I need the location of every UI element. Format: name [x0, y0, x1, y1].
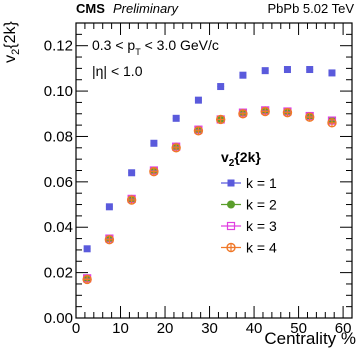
data-point-series-1: [239, 71, 247, 79]
x-tick-label: 20: [157, 320, 174, 337]
data-point-series-4: [260, 106, 270, 117]
marker-shape: [128, 169, 136, 177]
marker-shape: [172, 114, 180, 122]
marker-shape: [226, 221, 236, 231]
data-point-series-1: [128, 169, 136, 177]
data-point-series-4: [171, 143, 181, 153]
data-point-series-1: [194, 96, 202, 104]
x-tick-label: 30: [201, 320, 218, 337]
data-point-series-1: [150, 139, 158, 147]
legend-marker: [227, 179, 235, 187]
legend-entries: k = 1 k = 2 k = 3 k = 4: [221, 175, 277, 256]
y-tick-label: 0.02: [44, 265, 73, 282]
data-point-series-4: [193, 126, 204, 136]
data-point-series-4: [327, 118, 337, 128]
data-point-series-1: [283, 66, 291, 74]
data-point-series-1: [172, 114, 180, 122]
y-tick-label: 0.04: [44, 219, 73, 236]
legend-label: k = 1: [246, 175, 277, 191]
eta-annotation: |η| < 1.0: [92, 63, 143, 79]
y-tick-label: 0.12: [44, 38, 73, 55]
data-point-series-4: [82, 274, 92, 285]
marker-shape: [150, 139, 158, 147]
legend-label: k = 2: [246, 197, 277, 213]
data-point-series-1: [261, 67, 269, 75]
data-point-series-1: [83, 245, 91, 253]
y-tick-label: 0.10: [44, 83, 73, 100]
x-tick-label: 0: [72, 320, 80, 337]
data-point-series-1: [105, 203, 113, 211]
marker-shape: [239, 71, 247, 79]
axes: 0 10 20 30 40 50 60 0.00 0.02 0.04 0.06 0.08 0.10 0.1…: [44, 22, 353, 337]
data-point-series-4: [215, 114, 226, 125]
data-point-series-4: [104, 235, 115, 245]
legend-label: k = 4: [246, 240, 277, 256]
data-point-series-4: [282, 107, 293, 118]
x-tick-label: 10: [112, 320, 129, 337]
marker-shape: [227, 179, 235, 187]
pt-range-annotation: 0.3 < pT < 3.0 GeV/c: [92, 37, 219, 57]
legend-title: v2{2k}: [221, 149, 261, 169]
legend-marker: [226, 242, 236, 253]
data-point-series-1: [328, 69, 336, 77]
data-points: [82, 66, 337, 285]
marker-shape: [306, 66, 314, 74]
marker-shape: [217, 83, 225, 91]
marker-shape: [83, 245, 91, 253]
marker-shape: [283, 66, 291, 74]
status-label: Preliminary: [113, 1, 180, 16]
data-point-series-4: [238, 109, 248, 119]
marker-shape: [328, 69, 336, 77]
data-point-series-1: [306, 66, 314, 74]
x-tick-label: 60: [335, 320, 352, 337]
system-label: PbPb 5.02 TeV: [268, 1, 355, 16]
data-point-series-4: [149, 166, 159, 177]
y-tick-label: 0.00: [44, 310, 73, 327]
marker-shape: [227, 200, 235, 209]
y-axis-title: v2{2k}: [2, 20, 22, 62]
data-point-series-4: [305, 112, 315, 122]
experiment-label: CMS: [76, 1, 105, 16]
marker-shape: [261, 67, 269, 75]
x-tick-label: 40: [246, 320, 263, 337]
legend-marker: [227, 200, 235, 209]
marker-shape: [194, 96, 202, 104]
marker-shape: [105, 203, 113, 211]
legend-label: k = 3: [246, 218, 277, 234]
y-tick-label: 0.08: [44, 128, 73, 145]
y-tick-label: 0.06: [44, 174, 73, 191]
legend-marker: [226, 221, 236, 231]
data-point-series-1: [217, 83, 225, 91]
x-axis-title: Centrality %: [264, 329, 356, 348]
data-point-series-4: [126, 195, 137, 205]
legend: v2{2k} k = 1 k = 2 k = 3 k = 4: [221, 149, 277, 256]
x-tick-label: 50: [290, 320, 307, 337]
